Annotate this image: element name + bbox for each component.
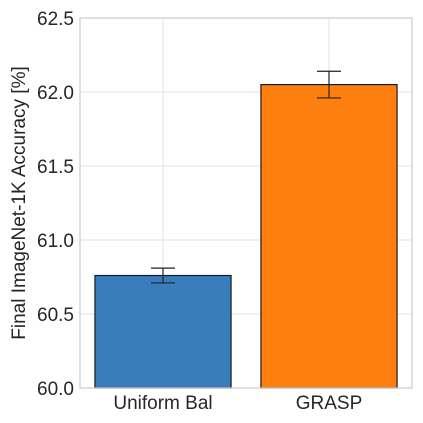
y-tick-label: 60.5 <box>37 305 74 326</box>
y-tick-label: 61.5 <box>37 157 74 178</box>
bar <box>94 274 232 389</box>
y-tick-label: 62.5 <box>37 9 74 30</box>
plot-frame <box>79 17 413 389</box>
error-bars <box>151 70 341 284</box>
x-tick-labels: Uniform Bal GRASP <box>113 393 362 414</box>
y-tick-label: 60.0 <box>37 379 74 400</box>
y-tick-labels: 60.0 60.5 61.0 61.5 62.0 62.5 <box>37 9 74 400</box>
error-bar <box>151 267 175 284</box>
y-tick-label: 62.0 <box>37 83 74 104</box>
y-tick-label: 61.0 <box>37 231 74 252</box>
bar <box>260 83 398 389</box>
error-bar <box>317 70 341 99</box>
bars <box>94 83 398 389</box>
x-tick-label: Uniform Bal <box>113 393 212 414</box>
y-axis-label: Final ImageNet-1K Accuracy [%] <box>9 66 30 340</box>
x-tick-label: GRASP <box>296 393 363 414</box>
